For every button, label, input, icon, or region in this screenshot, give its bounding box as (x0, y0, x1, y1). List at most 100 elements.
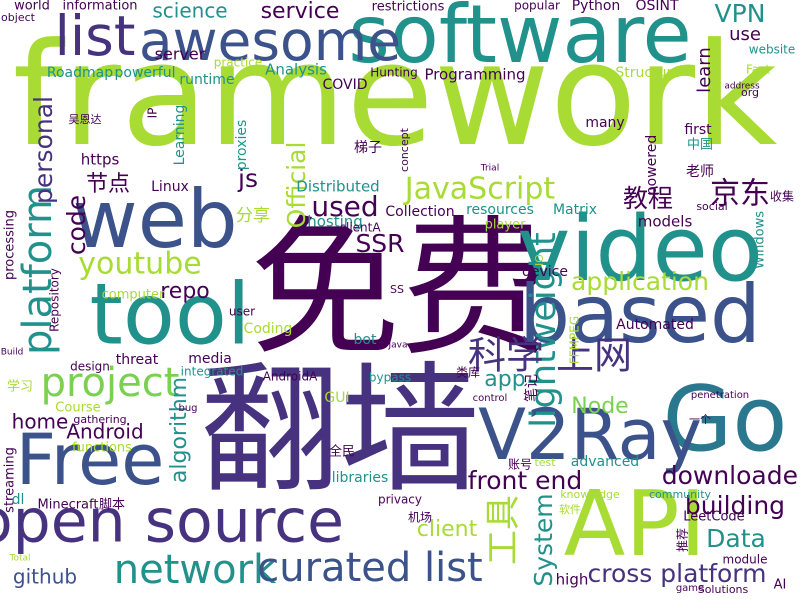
word: IP (146, 108, 160, 119)
word: js (237, 164, 258, 193)
word: application (571, 267, 709, 296)
word: clientA (339, 221, 381, 235)
word: libraries (332, 470, 389, 486)
word: address (724, 82, 760, 92)
word: 脚本 (99, 497, 125, 513)
word: Course (55, 401, 100, 416)
word: popular (514, 0, 560, 13)
word: app (484, 367, 525, 392)
word: software (348, 0, 692, 81)
word: penetration (691, 390, 749, 401)
word: tool (90, 265, 251, 364)
word: test (534, 456, 556, 469)
word: code (62, 195, 91, 255)
word: SS (390, 283, 404, 296)
word: Solutions (698, 583, 749, 596)
word: Go (663, 367, 788, 472)
word: advanced (571, 454, 639, 470)
word: github (13, 565, 77, 589)
word: first (684, 122, 712, 138)
word: building (685, 491, 785, 520)
word: world (14, 0, 50, 14)
word: gathering (73, 413, 126, 426)
word: 免费 (250, 203, 550, 377)
word: Windows (753, 211, 768, 269)
word: Repository (48, 268, 62, 332)
word: 老师 (686, 164, 714, 180)
word: org (741, 86, 759, 99)
word: information (62, 0, 137, 14)
word: V2Ray (478, 394, 702, 476)
word: framework (13, 13, 778, 178)
word: restrictions (372, 0, 445, 15)
word: 收集 (770, 189, 794, 204)
word: 推荐 (676, 528, 690, 552)
word: Learning (172, 105, 188, 166)
word: powered (644, 135, 660, 195)
word: AndroidA (263, 370, 318, 384)
word: powerful (115, 65, 176, 81)
word: social (696, 200, 727, 213)
word: practice (214, 56, 263, 70)
word: high (556, 571, 589, 589)
word: device (522, 264, 568, 280)
word: youtube (78, 247, 201, 282)
word: service (261, 0, 340, 24)
word: Coding (244, 321, 293, 337)
word: repo (160, 279, 210, 304)
word: 京东 (710, 177, 770, 212)
word: 翻墙 (200, 350, 480, 513)
word: Distributed (296, 178, 379, 196)
word: runtime (179, 72, 234, 88)
word: 中国 (687, 138, 713, 153)
word: streaming (3, 447, 18, 513)
word: 类库 (456, 365, 480, 380)
word: object (1, 11, 36, 24)
word: platform (15, 185, 61, 355)
word: integrated (181, 365, 244, 379)
word: AI (774, 578, 787, 593)
word: concept (398, 127, 411, 172)
word: used (311, 190, 378, 223)
word: System (529, 493, 558, 586)
word: player (485, 218, 527, 233)
word: home (12, 410, 69, 434)
word: design (70, 360, 110, 374)
word: LeetCode (683, 510, 744, 525)
word: GUI (324, 390, 349, 406)
word: Java (387, 341, 407, 351)
word: science (152, 0, 227, 23)
word: Fast (746, 63, 770, 77)
word: JavaScript (403, 172, 556, 207)
word: Python (572, 0, 621, 14)
word: Linux (151, 179, 189, 195)
word: video (517, 197, 763, 302)
word: https (81, 151, 120, 169)
word: COVID (322, 77, 367, 93)
word: Node (571, 394, 628, 419)
word: 节点 (86, 172, 130, 197)
word: 软件 (559, 502, 581, 516)
word: IO (533, 254, 546, 266)
word: Automated (616, 317, 694, 333)
word: 教程 (623, 184, 673, 213)
word: 笔记 (524, 374, 540, 402)
word: Build (1, 348, 24, 358)
word: resources (466, 202, 534, 218)
word: use (729, 24, 761, 45)
word: Collection (385, 204, 454, 220)
word: Trial (480, 164, 499, 174)
word: Android (66, 420, 143, 444)
word: game (676, 583, 704, 594)
word: project (41, 360, 180, 406)
word: 工具 (484, 495, 524, 565)
word: 吴恩达 (69, 113, 102, 126)
word: dl (12, 492, 25, 508)
word: 账号 (508, 458, 532, 472)
word: 科学 上网 (468, 334, 632, 378)
word: Analysis (265, 61, 327, 79)
word: downloader (662, 461, 800, 490)
word: Official (282, 142, 311, 229)
